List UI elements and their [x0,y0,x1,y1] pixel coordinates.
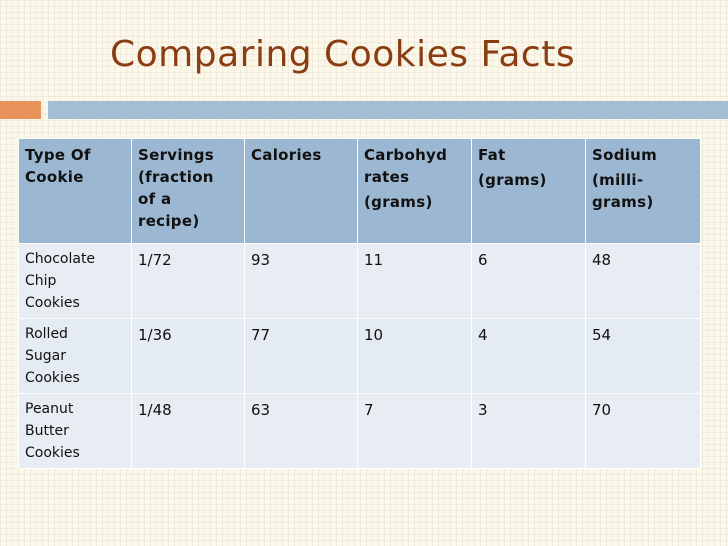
header-sodium: Sodium (milli- grams) [585,138,701,244]
cell-cookie-type: Rolled Sugar Cookies [18,318,132,394]
cookie-type-line: Chip [25,273,57,289]
header-line: Type Of [25,146,91,164]
header-line: (grams) [478,171,547,189]
accent-bar-orange [0,101,41,119]
header-line: Carbohyd [364,146,448,164]
header-line: Fat [478,146,506,164]
header-line: (fraction [138,168,214,186]
header-fat: Fat (grams) [471,138,586,244]
cell-servings: 1/72 [131,243,245,319]
cell-sodium: 54 [585,318,701,394]
cell-carbs: 7 [357,393,472,469]
header-type-of-cookie: Type Of Cookie [18,138,132,244]
cell-servings: 1/36 [131,318,245,394]
cell-sodium: 48 [585,243,701,319]
header-carbohydrates: Carbohyd rates (grams) [357,138,472,244]
cookie-type-line: Chocolate [25,251,96,267]
table-row: Peanut Butter Cookies 1/48 63 7 3 70 [18,393,701,469]
cell-cookie-type: Chocolate Chip Cookies [18,243,132,319]
table-header-row: Type Of Cookie Servings (fraction of a r… [18,138,701,244]
header-line: rates [364,168,410,186]
cell-cookie-type: Peanut Butter Cookies [18,393,132,469]
header-line: Calories [251,146,322,164]
table-row: Chocolate Chip Cookies 1/72 93 11 6 48 [18,243,701,319]
cell-fat: 6 [471,243,586,319]
header-line: Cookie [25,168,84,186]
cookie-type-line: Cookies [25,295,80,311]
cell-servings: 1/48 [131,393,245,469]
cell-carbs: 10 [357,318,472,394]
accent-bar-blue [48,101,728,119]
header-line: of a [138,190,172,208]
slide-title: Comparing Cookies Facts [110,34,576,75]
header-calories: Calories [244,138,358,244]
header-servings: Servings (fraction of a recipe) [131,138,245,244]
header-line: (milli- [592,171,644,189]
cell-fat: 4 [471,318,586,394]
header-line: grams) [592,193,654,211]
cookie-type-line: Cookies [25,445,80,461]
header-line: (grams) [364,193,433,211]
cell-calories: 63 [244,393,358,469]
cookie-type-line: Butter [25,423,69,439]
header-line: recipe) [138,212,200,230]
header-line: Sodium [592,146,658,164]
cell-carbs: 11 [357,243,472,319]
cell-calories: 77 [244,318,358,394]
cookie-type-line: Peanut [25,401,74,417]
cell-sodium: 70 [585,393,701,469]
header-line: Servings [138,146,215,164]
cookie-facts-table: Type Of Cookie Servings (fraction of a r… [18,138,701,469]
table-row: Rolled Sugar Cookies 1/36 77 10 4 54 [18,318,701,394]
cookie-type-line: Rolled [25,326,68,342]
cell-calories: 93 [244,243,358,319]
cookie-type-line: Sugar [25,348,66,364]
cookie-type-line: Cookies [25,370,80,386]
cell-fat: 3 [471,393,586,469]
